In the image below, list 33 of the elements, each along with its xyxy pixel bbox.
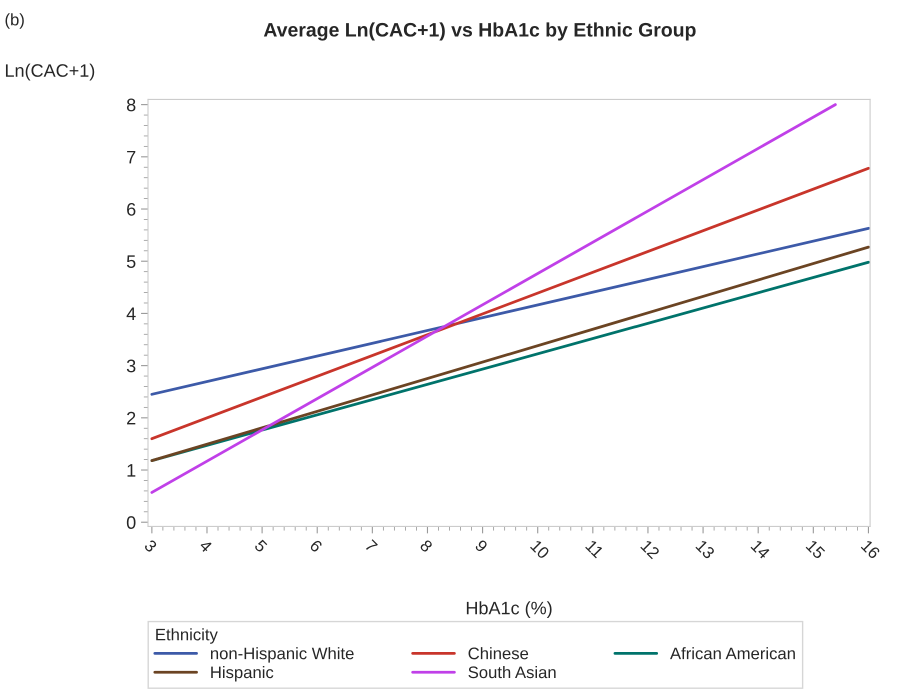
x-tick-label: 11	[585, 540, 604, 558]
y-tick-label: 8	[126, 98, 136, 112]
y-tick-label: 2	[127, 412, 136, 424]
x-tick-label: 6	[309, 539, 323, 553]
legend-label: non-Hispanic White	[210, 647, 354, 663]
x-axis-title: HbA1c (%)	[466, 601, 552, 618]
chart-title: Average Ln(CAC+1) vs HbA1c by Ethnic Group	[264, 22, 696, 41]
legend-title: Ethnicity	[156, 628, 218, 644]
x-tick-label: 5	[254, 539, 268, 553]
x-tick-label: 10	[530, 539, 550, 560]
x-tick-label: 15	[806, 540, 826, 560]
legend-label: Chinese	[468, 647, 528, 660]
y-tick-label: 0	[126, 516, 136, 529]
legend-label: African American	[670, 647, 795, 660]
x-tick-label: 8	[419, 539, 434, 553]
legend-label: South Asian	[468, 666, 556, 678]
y-tick-label: 5	[126, 255, 136, 268]
y-tick-label: 7	[127, 150, 136, 164]
y-axis-title: Ln(CAC+1)	[6, 64, 94, 80]
text: (b)	[6, 13, 24, 29]
x-tick-label: 13	[695, 539, 716, 560]
x-tick-label: 14	[750, 540, 771, 560]
y-tick-label: 4	[126, 308, 136, 320]
x-tick-label: 3	[144, 538, 158, 553]
x-tick-label: 7	[364, 539, 378, 553]
x-tick-label: 4	[198, 538, 213, 553]
legend-label: Hispanic	[211, 666, 274, 682]
y-tick-label: 6	[127, 202, 136, 216]
x-tick-label: 9	[474, 539, 488, 553]
x-tick-label: 12	[640, 539, 660, 560]
y-tick-label: 1	[128, 464, 136, 477]
y-tick-label: 3	[126, 360, 136, 372]
x-tick-label: 16	[860, 539, 881, 560]
